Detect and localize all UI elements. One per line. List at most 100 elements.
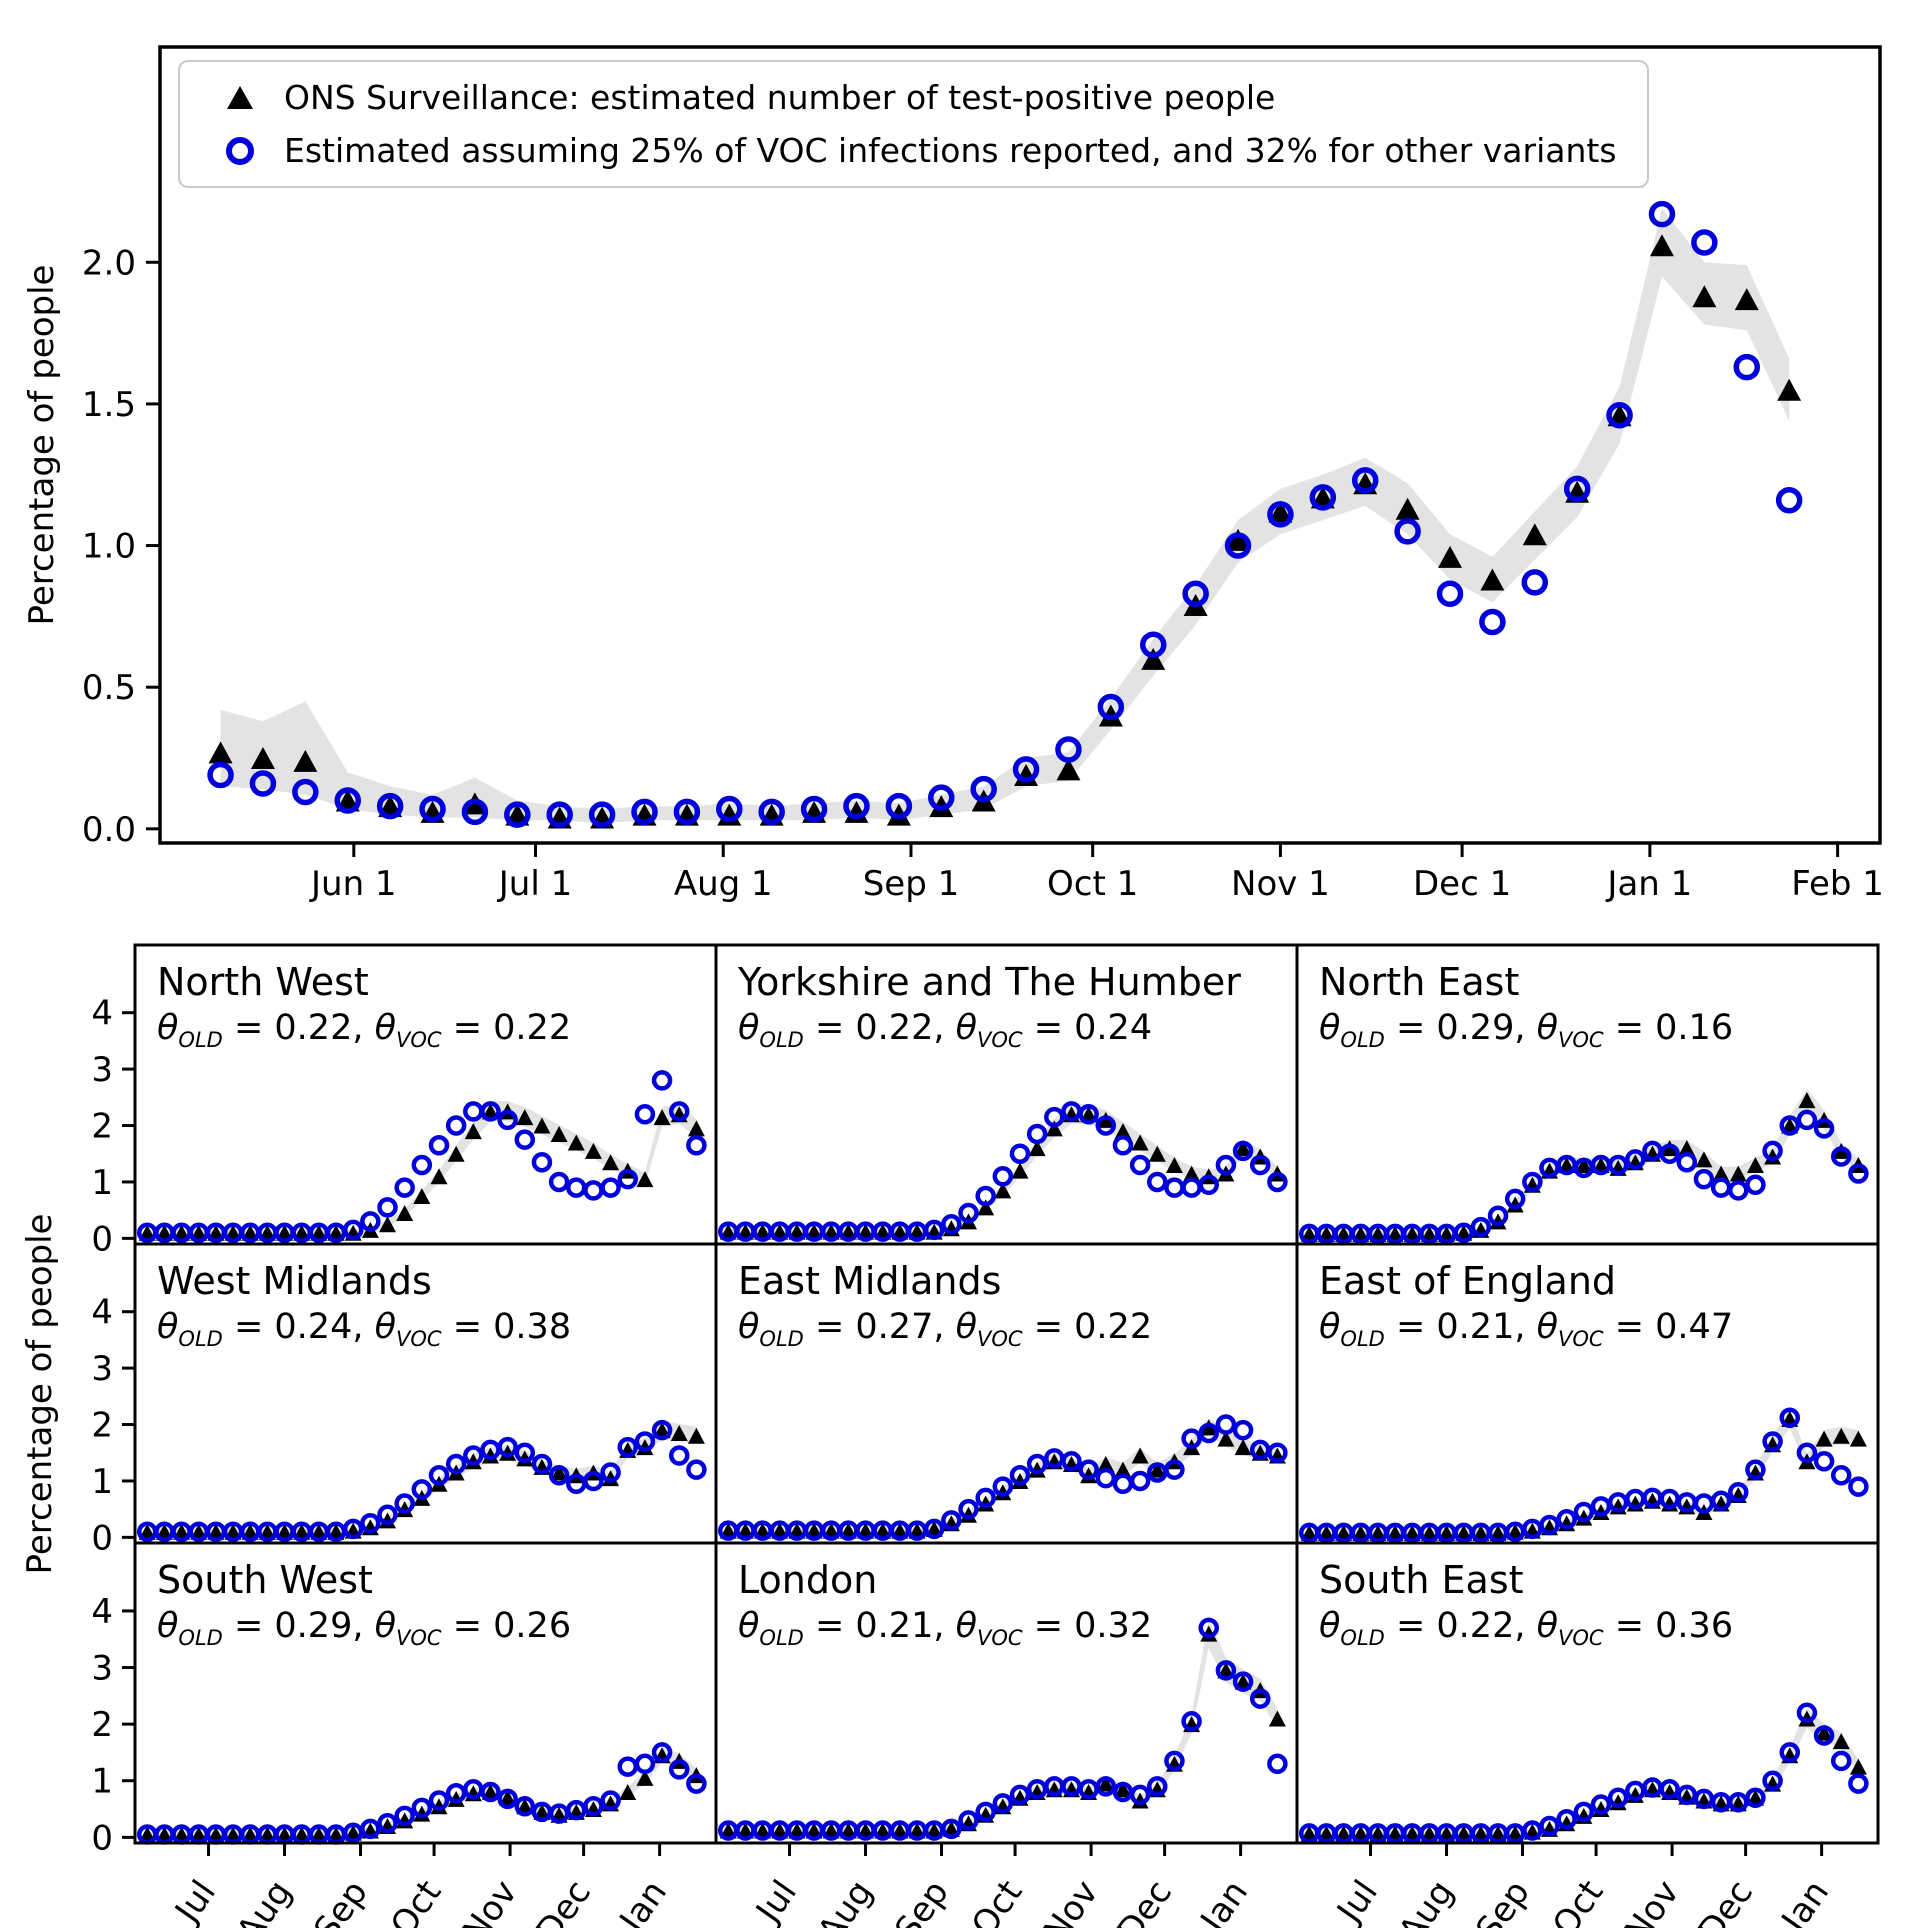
estimate-data-point <box>1164 1750 1185 1772</box>
ons-data-point <box>1506 1196 1524 1213</box>
region-name: London <box>738 1558 878 1602</box>
x-tick-label: Oct <box>964 1873 1030 1928</box>
region-name: South West <box>157 1558 373 1602</box>
region-theta-values: θOLD = 0.29, θVOC = 0.16 <box>1319 1007 1734 1052</box>
x-tick-label: Aug 1 <box>674 864 773 904</box>
estimate-data-point <box>394 1493 415 1514</box>
ons-data-point <box>1268 500 1293 523</box>
ons-data-point <box>250 747 275 770</box>
estimate-data-point <box>1147 1171 1168 1193</box>
ons-data-point <box>1746 1157 1764 1174</box>
ons-data-point <box>550 1125 568 1142</box>
estimate-data-point <box>428 1790 450 1811</box>
estimate-data-point <box>1198 1174 1219 1196</box>
ons-data-point <box>619 1784 637 1801</box>
ons-data-point <box>396 1204 414 1221</box>
x-tick-label: Jan <box>1192 1873 1256 1928</box>
legend-label-ons: ONS Surveillance: estimated number of te… <box>284 78 1276 117</box>
estimate-data-point <box>1775 486 1803 514</box>
ons-data-point <box>636 1769 654 1786</box>
ons-data-point <box>1798 1710 1816 1727</box>
region-title: Yorkshire and The Humber θOLD = 0.22, θVO… <box>738 959 1241 1053</box>
estimate-data-point <box>1573 1801 1595 1823</box>
estimate-data-point <box>1487 1205 1509 1227</box>
x-tick-label: Aug <box>229 1873 300 1928</box>
estimate-data-point <box>588 801 616 828</box>
ons-data-point <box>1815 1724 1833 1741</box>
estimate-data-point <box>1112 1135 1134 1156</box>
estimate-data-point <box>617 1436 638 1458</box>
estimate-data-point <box>1762 1770 1783 1791</box>
x-tick-label: Nov <box>455 1873 526 1928</box>
estimate-data-point <box>1097 693 1125 721</box>
ons-data-point <box>1734 288 1759 311</box>
x-tick-label: Nov 1 <box>1231 864 1330 904</box>
estimate-data-point <box>1267 1442 1288 1463</box>
ons-data-point <box>1729 1165 1747 1182</box>
x-tick-label: Feb 1 <box>1791 864 1884 904</box>
ons-data-point <box>1097 1775 1115 1792</box>
ons-data-point <box>1438 545 1462 568</box>
ons-data-point <box>1141 647 1166 670</box>
ons-data-point <box>1131 1447 1149 1464</box>
estimate-data-point <box>1453 1222 1474 1243</box>
estimate-data-point <box>600 1177 621 1198</box>
estimate-data-point <box>617 1756 638 1777</box>
estimate-data-point <box>975 1487 996 1509</box>
estimate-data-point <box>1198 1617 1219 1639</box>
region-theta-values: θOLD = 0.21, θVOC = 0.32 <box>738 1605 1153 1650</box>
ons-data-point <box>1011 1162 1029 1179</box>
estimate-data-point <box>1026 1453 1048 1475</box>
estimate-data-point <box>1556 1808 1577 1830</box>
top-chart-confidence-band <box>220 208 1790 824</box>
estimate-data-point <box>1394 518 1421 545</box>
estimate-data-point <box>1728 1180 1749 1201</box>
ons-data-point <box>1395 497 1420 520</box>
estimate-data-point <box>1779 1407 1800 1429</box>
ons-data-point <box>499 1444 517 1461</box>
region-name: North East <box>1319 960 1520 1004</box>
estimate-data-point <box>428 1135 450 1156</box>
estimate-data-point <box>377 1504 398 1526</box>
ons-data-point <box>1480 568 1505 591</box>
estimate-data-point <box>1181 1711 1202 1732</box>
estimate-data-point <box>1267 1753 1288 1775</box>
ons-data-point <box>464 1453 482 1470</box>
estimate-data-point <box>292 778 319 806</box>
estimate-data-point <box>480 1781 501 1803</box>
region-name: West Midlands <box>157 1259 432 1303</box>
estimate-data-point <box>334 787 361 814</box>
estimate-data-point <box>531 1453 553 1475</box>
region-theta-values: θOLD = 0.24, θVOC = 0.38 <box>157 1306 572 1351</box>
estimate-data-point <box>600 1462 621 1483</box>
estimate-data-point <box>1813 1725 1835 1746</box>
estimate-data-point <box>1215 1154 1237 1176</box>
estimate-data-point <box>686 1135 707 1156</box>
region-theta-values: θOLD = 0.22, θVOC = 0.22 <box>157 1007 572 1052</box>
y-tick-label: 0.0 <box>82 810 136 850</box>
estimate-data-point <box>1009 1143 1031 1164</box>
estimate-data-point <box>1573 1501 1595 1523</box>
x-tick-label: Oct <box>1545 1873 1611 1928</box>
ons-data-point <box>413 1188 431 1205</box>
x-tick-label: Dec 1 <box>1413 864 1511 904</box>
estimate-data-point <box>1762 1431 1783 1452</box>
estimate-data-point <box>411 1154 433 1176</box>
ons-data-point <box>1056 758 1081 781</box>
estimate-data-point <box>207 761 234 789</box>
region-confidence-band <box>728 1417 1278 1534</box>
estimate-data-point <box>1710 1490 1732 1511</box>
estimate-data-point <box>1309 484 1337 511</box>
ons-data-point <box>1849 1758 1867 1775</box>
ons-data-point <box>1777 378 1802 401</box>
estimate-data-point <box>1539 1514 1560 1536</box>
ons-data-point <box>1268 1710 1286 1727</box>
estimate-data-point <box>1078 1459 1099 1480</box>
y-tick-label: 3 <box>91 1349 113 1389</box>
ons-data-point <box>1832 1142 1850 1159</box>
estimate-data-point <box>497 1788 518 1810</box>
ons-data-point <box>1798 1092 1816 1109</box>
estimate-data-point <box>428 1465 450 1486</box>
ons-data-point <box>1217 1430 1235 1447</box>
estimate-data-point <box>1539 1815 1560 1837</box>
